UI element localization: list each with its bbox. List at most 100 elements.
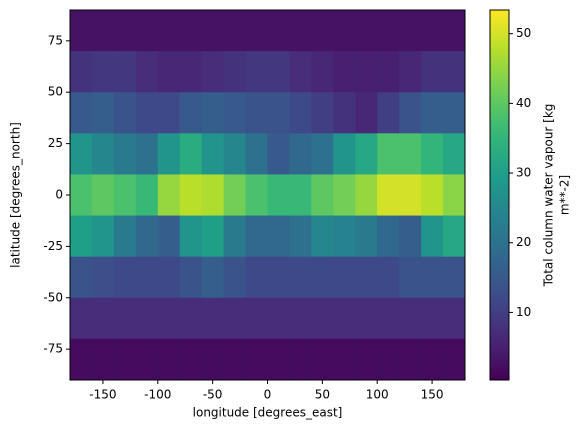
heatmap-cell [289,10,312,52]
heatmap-cell [135,10,159,52]
heatmap-cell [179,10,203,52]
heatmap-cell [289,133,312,175]
heatmap-cell [399,133,422,175]
heatmap-cell [201,92,225,134]
heatmap-cell [179,51,203,93]
heatmap-cell [421,92,444,134]
heatmap-cell [135,215,159,258]
heatmap-cell [113,133,137,175]
heatmap-cell [377,174,400,217]
heatmap-cell [399,10,422,52]
heatmap-cell [157,174,181,217]
heatmap-cell [267,92,290,134]
heatmap-cell [333,215,356,258]
x-axis-label: longitude [degrees_east] [193,406,343,420]
heatmap-cell [443,10,466,52]
heatmap-cell [201,174,225,217]
heatmap-cell [311,51,334,93]
heatmap-cell [223,215,247,258]
heatmap-cell [377,297,400,340]
heatmap-cell [245,338,268,381]
x-tick-label: 100 [366,388,389,402]
heatmap-cell [267,215,290,258]
heatmap-cell [399,174,422,217]
heatmap-cell [223,174,247,217]
heatmap-cell [443,256,466,299]
heatmap-cell [355,133,378,175]
heatmap-cell [91,10,115,52]
heatmap-cell [267,256,290,299]
heatmap-cell [333,338,356,381]
heatmap-cell [443,215,466,258]
heatmap-cell [311,10,334,52]
heatmap-cell [421,10,444,52]
heatmap-cell [70,92,93,134]
heatmap-cell [113,338,137,381]
heatmap-cell [91,215,115,258]
heatmap-cell [443,133,466,175]
heatmap-cell [179,215,203,258]
heatmap-cell [245,92,268,134]
colorbar-label: m**-2] [558,175,572,215]
heatmap-cell [289,174,312,217]
heatmap-cell [135,51,159,93]
heatmap-cell [113,10,137,52]
x-tick-label: 50 [315,388,330,402]
heatmap-cell [377,215,400,258]
heatmap-cell [443,297,466,340]
heatmap-cell [311,133,334,175]
heatmap-cell [223,256,247,299]
heatmap-cell [113,92,137,134]
y-tick-label: 25 [48,136,63,150]
heatmap-cell [70,215,93,258]
heatmap-cell [157,133,181,175]
heatmap-cell [245,10,268,52]
heatmap-cell [91,338,115,381]
heatmap-cell [245,297,268,340]
heatmap-cell [333,297,356,340]
heatmap-cell [399,338,422,381]
heatmap-cell [311,297,334,340]
heatmap-cell [377,133,400,175]
heatmap-cell [355,338,378,381]
heatmap-cell [421,256,444,299]
heatmap-cell [201,215,225,258]
heatmap-cell [333,10,356,52]
heatmap-cell [179,338,203,381]
heatmap-cell [289,256,312,299]
colorbar-tick-label: 10 [516,305,531,319]
heatmap-cell [70,256,93,299]
heatmap-cell [201,256,225,299]
heatmap-cell [333,256,356,299]
heatmap-cell [135,133,159,175]
heatmap-cell [377,256,400,299]
x-tick-label: -50 [203,388,223,402]
heatmap-cell [355,256,378,299]
heatmap-cell [245,256,268,299]
heatmap-cell [399,92,422,134]
heatmap-cell [223,338,247,381]
heatmap-cell [157,10,181,52]
heatmap-cell [311,256,334,299]
heatmap-cell [135,338,159,381]
x-tick-label: 0 [264,388,272,402]
heatmap-cell [289,51,312,93]
heatmap-cell [289,215,312,258]
heatmap-cell [355,92,378,134]
heatmap-cell [443,338,466,381]
heatmap-cell [355,10,378,52]
colorbar-tick-label: 40 [516,96,531,110]
heatmap-cell [267,174,290,217]
heatmap-cell [245,51,268,93]
heatmap-cell [201,338,225,381]
heatmap-cell [377,10,400,52]
heatmap-cell [135,174,159,217]
x-tick-label: 150 [421,388,444,402]
heatmap-cell [245,174,268,217]
heatmap-cell [421,51,444,93]
heatmap-cell [399,215,422,258]
x-tick-label: -100 [144,388,171,402]
colorbar-label: Total column water vapour [kg [542,104,556,288]
heatmap-cell [179,174,203,217]
